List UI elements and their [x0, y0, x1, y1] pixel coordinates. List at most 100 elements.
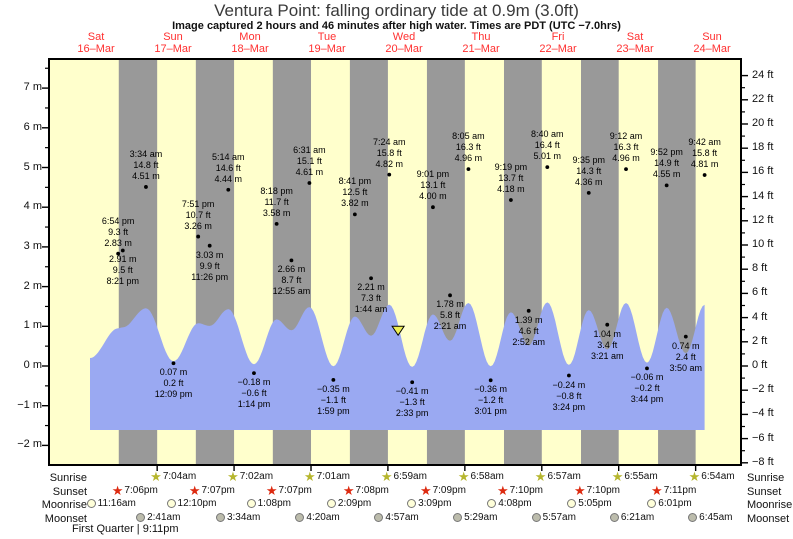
- tide-height-ft: 9.5 ft: [112, 265, 133, 276]
- almanac-entry: 5:57am: [531, 512, 576, 523]
- tide-time: 3:24 pm: [552, 401, 586, 412]
- tide-height-ft: 4.6 ft: [518, 325, 539, 336]
- tide-height-ft: 7.3 ft: [361, 293, 382, 304]
- tide-height-ft: 14.8 ft: [133, 159, 159, 170]
- almanac-entry: ★ 6:58am: [457, 469, 504, 484]
- left-axis-tick-label: 1 m: [23, 319, 42, 332]
- right-axis-tick-label: −6 ft: [752, 431, 774, 444]
- plot-frame: [48, 58, 742, 466]
- almanac-time: 1:08pm: [257, 498, 291, 509]
- almanac-entry: ★ 7:10pm: [497, 484, 543, 497]
- left-axis-tick-label: 3 m: [23, 239, 42, 252]
- tide-time: 8:05 am: [452, 131, 485, 142]
- moonset-icon: [688, 512, 698, 522]
- low-tide-dot: [410, 380, 415, 385]
- tide-height-m: −0.35 m: [316, 383, 350, 394]
- almanac-entry: ★ 7:07pm: [189, 484, 235, 497]
- tide-time: 8:18 pm: [260, 185, 293, 196]
- day-label: Sat 23–Mar: [601, 31, 669, 55]
- tide-height-ft: 9.9 ft: [199, 260, 220, 271]
- moonrise-icon: [647, 499, 657, 508]
- tide-time: 3:34 am: [129, 148, 163, 159]
- almanac-entry: 3:09pm: [407, 498, 451, 509]
- low-tide-dot: [171, 361, 176, 366]
- tide-height-ft: −1.2 ft: [478, 395, 504, 406]
- tide-height-m: 3.26 m: [184, 220, 212, 231]
- tide-height-ft: 16.3 ft: [613, 142, 639, 153]
- low-tide-dot: [488, 378, 493, 383]
- day-of-week: Sun: [163, 31, 183, 43]
- almanac-entry: 2:09pm: [326, 498, 372, 509]
- almanac-entry: 6:45am: [688, 511, 733, 523]
- almanac-entry: 1:08pm: [246, 498, 291, 509]
- high-tide-dot: [545, 165, 550, 170]
- moonrise-icon: [246, 499, 256, 508]
- almanac-time: 7:07pm: [278, 484, 312, 496]
- almanac-row-label-right: Moonrise: [747, 499, 793, 511]
- right-axis-tick-label: 2 ft: [752, 334, 768, 347]
- almanac-entry: ★ 7:06pm: [112, 484, 158, 497]
- tide-height-m: −0.41 m: [395, 386, 429, 397]
- high-tide-dot: [196, 234, 201, 239]
- day-of-week: Mon: [239, 31, 261, 43]
- left-axis-tick-label: −1 m: [17, 398, 42, 411]
- almanac-entry: 2:41am: [136, 512, 180, 523]
- tide-annotation: 2.66 m 8.7 ft 12:55 am: [258, 264, 324, 297]
- tide-height-ft: −0.2 ft: [634, 383, 660, 394]
- tide-height-m: 3.58 m: [262, 207, 291, 218]
- sunset-star-icon: ★: [419, 482, 432, 498]
- almanac-row-label-right: Sunrise: [747, 472, 785, 484]
- tide-time: 7:24 am: [372, 136, 406, 147]
- moonrise-icon: [166, 499, 176, 508]
- high-tide-dot: [226, 187, 231, 192]
- high-tide-dot: [586, 191, 591, 195]
- high-tide-dot: [702, 173, 707, 177]
- left-axis-tick-label: 2 m: [23, 279, 42, 292]
- day-label: Tue 19–Mar: [293, 31, 361, 55]
- tide-height-m: 2.91 m: [109, 254, 137, 265]
- high-tide-dot: [307, 181, 312, 185]
- almanac-entry: ★ 7:07pm: [265, 482, 312, 498]
- tide-height-ft: −1.1 ft: [320, 394, 346, 405]
- page-title: Ventura Point: falling ordinary tide at …: [214, 1, 579, 20]
- almanac-entry: ★ 7:01am: [304, 470, 350, 483]
- tide-annotation: 0.74 m 2.4 ft 3:50 am: [653, 341, 719, 374]
- tide-annotation: −0.36 m −1.2 ft 3:01 pm: [458, 384, 524, 417]
- almanac-entry: ★ 7:10pm: [573, 482, 620, 498]
- tide-annotation: 0.07 m 0.2 ft 12:09 pm: [140, 367, 206, 400]
- day-date: 20–Mar: [385, 43, 423, 55]
- tide-annotation: 1.04 m 3.4 ft 3:21 am: [574, 329, 640, 362]
- almanac-time: 6:45am: [699, 511, 733, 523]
- tide-height-ft: 14.6 ft: [215, 162, 241, 173]
- moon-phase-note: First Quarter | 9:11pm: [72, 523, 179, 535]
- almanac-entry: ★ 6:57am: [534, 469, 581, 484]
- tide-annotation: 6:54 pm 9.3 ft 2.83 m: [85, 216, 151, 249]
- low-tide-dot: [645, 366, 649, 371]
- tide-time: 9:52 pm: [650, 147, 683, 158]
- day-date: 17–Mar: [154, 43, 192, 55]
- sunset-star-icon: ★: [265, 482, 278, 498]
- day-date: 18–Mar: [231, 43, 269, 55]
- tide-height-m: 1.78 m: [436, 299, 464, 310]
- day-label: Mon 18–Mar: [216, 31, 284, 55]
- sunrise-star-icon: ★: [534, 469, 547, 484]
- low-tide-dot: [252, 371, 256, 376]
- sunset-star-icon: ★: [573, 482, 586, 498]
- tide-height-ft: 15.1 ft: [296, 155, 322, 166]
- day-label: Wed 20–Mar: [370, 31, 438, 55]
- almanac-time: 5:05pm: [578, 498, 612, 509]
- moonrise-icon: [326, 499, 336, 508]
- right-axis-tick-label: 6 ft: [752, 286, 768, 299]
- almanac-time: 5:29am: [464, 511, 498, 523]
- tide-height-m: 4.82 m: [375, 158, 403, 169]
- tide-curve-area: [90, 302, 705, 430]
- tide-height-ft: 3.4 ft: [597, 339, 618, 350]
- almanac-entry: ★ 6:59am: [381, 470, 427, 483]
- tide-height-ft: 16.3 ft: [455, 142, 481, 153]
- almanac-time: 2:09pm: [337, 498, 372, 509]
- sunrise-star-icon: ★: [457, 469, 470, 484]
- low-tide-dot: [605, 322, 610, 327]
- left-axis-tick-label: 7 m: [23, 81, 42, 94]
- tide-annotation: 1.78 m 5.8 ft 2:21 am: [417, 299, 483, 332]
